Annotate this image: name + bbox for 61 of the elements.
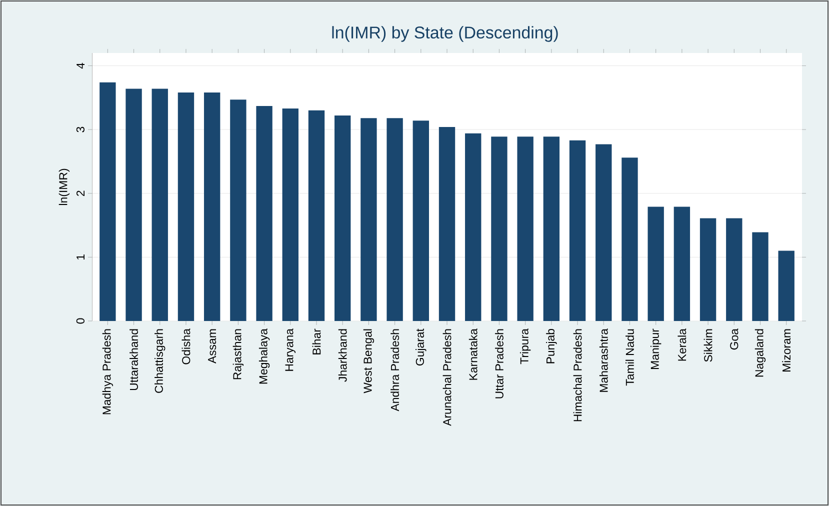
x-tick-label: Punjab (546, 328, 557, 364)
bar (465, 133, 482, 321)
bar (438, 127, 456, 321)
bar (360, 118, 377, 321)
x-tick-label: Gujarat (416, 328, 426, 366)
bar (126, 88, 142, 321)
x-tick-label: Himachal Pradesh (573, 329, 582, 422)
bar (412, 120, 429, 321)
x-tick-label: Maharashtra (599, 328, 608, 392)
bar (543, 136, 560, 321)
x-tick-label: Uttar Pradesh (495, 329, 504, 398)
bar (491, 136, 508, 321)
x-tick-label: Tamil Nadu (626, 329, 634, 386)
bar (778, 250, 794, 321)
x-tick-label: Odisha (182, 328, 190, 364)
bar (100, 82, 116, 321)
bar (648, 206, 664, 321)
bar (230, 100, 246, 321)
bar (569, 140, 586, 321)
bar (178, 92, 194, 321)
bar (726, 218, 742, 321)
y-axis-title: ln(IMR) (58, 168, 70, 205)
bar (152, 88, 168, 321)
bar (256, 106, 272, 321)
x-tick-label: Madhya Pradesh (102, 329, 114, 414)
x-tick-label: West Bengal (363, 329, 374, 394)
chart-title: ln(IMR) by State (Descending) (332, 26, 558, 42)
x-tick-label: Andhra Pradesh (390, 329, 400, 412)
x-tick-label: Assam (208, 329, 216, 364)
bar (596, 144, 612, 321)
x-tick-label: Manipur (650, 328, 662, 369)
x-tick-label: Karnataka (468, 328, 478, 380)
bar (204, 92, 220, 321)
x-tick-label: Mizoram (782, 329, 791, 372)
x-tick-label: Kerala (678, 328, 686, 361)
bar (334, 116, 351, 321)
bar (308, 110, 325, 321)
bar (752, 232, 768, 321)
x-tick-label: Uttarakhand (130, 329, 138, 390)
x-tick-label: Nagaland (754, 329, 766, 377)
bar (282, 108, 298, 321)
x-tick-label: Haryana (285, 328, 296, 371)
bar (622, 158, 638, 321)
bar (386, 118, 403, 321)
y-tick-label: 2 (76, 190, 84, 196)
x-tick-label: Chhattisgarh (154, 329, 166, 393)
y-tick-label: 3 (76, 126, 84, 132)
bar (700, 218, 716, 321)
x-tick-label: Rajasthan (232, 329, 244, 380)
y-tick-label: 4 (76, 62, 84, 69)
x-tick-label: Sikkim (704, 329, 712, 362)
y-tick-label: 0 (76, 318, 84, 324)
x-tick-label: Bihar (312, 328, 321, 354)
bar (674, 206, 690, 321)
y-tick-label: 1 (76, 254, 84, 260)
x-tick-label: Goa (730, 328, 738, 350)
x-tick-label: Jharkhand (338, 329, 347, 382)
x-tick-label: Meghalaya (258, 328, 270, 384)
bar (517, 136, 534, 321)
x-tick-label: Arunachal Pradesh (442, 329, 452, 426)
x-tick-label: Tripura (520, 328, 531, 364)
